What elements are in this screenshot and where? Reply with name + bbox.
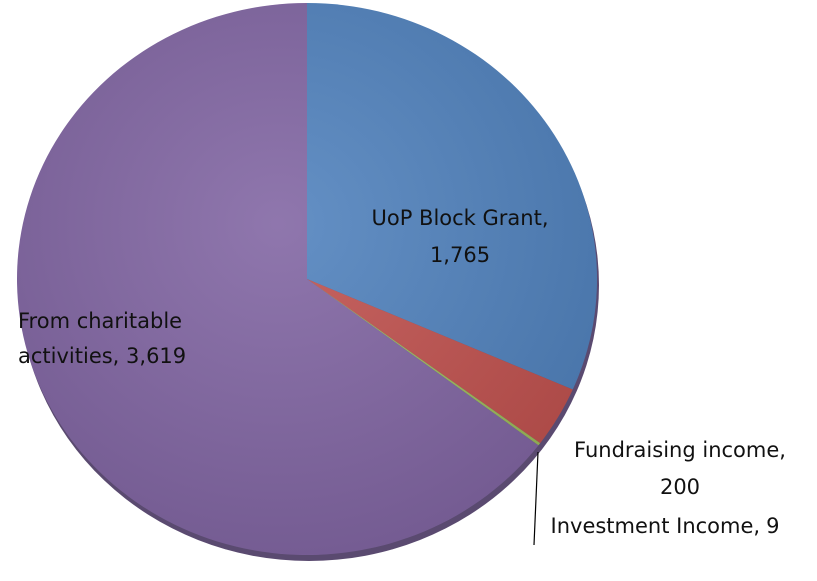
slices xyxy=(16,3,597,555)
value-label: 1,765 xyxy=(430,243,490,267)
category-name: UoP Block Grant, xyxy=(371,206,548,230)
category-name-cont: activities, xyxy=(18,344,126,368)
category-name: Fundraising income, xyxy=(574,438,786,462)
value-label: 200 xyxy=(660,475,700,499)
data-label: UoP Block Grant, 1,765 xyxy=(371,206,548,267)
leader-line xyxy=(533,451,539,546)
data-label: Investment Income, 9 xyxy=(551,514,780,538)
labels: UoP Block Grant, 1,765 Fundraising income,… xyxy=(18,206,786,538)
category-name: Investment Income, xyxy=(551,514,761,538)
data-label: From charitable activities, 3,619 xyxy=(18,309,186,368)
value-label: 3,619 xyxy=(126,344,186,368)
value-label: 9 xyxy=(766,514,779,538)
category-name: From charitable xyxy=(18,309,182,333)
data-label: Fundraising income, 200 xyxy=(574,438,786,499)
